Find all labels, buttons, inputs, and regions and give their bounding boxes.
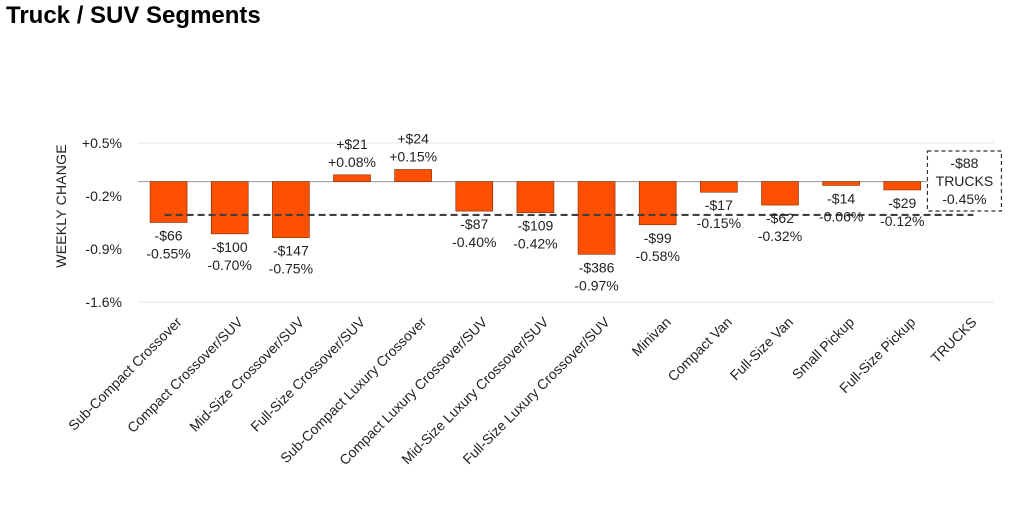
bar[interactable] [272,181,310,238]
data-label-percent: -0.12% [880,213,924,229]
page-title: Truck / SUV Segments [6,2,261,29]
data-label-dollar: -$100 [212,239,248,255]
data-label-dollar: -$29 [888,195,916,211]
data-label-percent: -0.40% [452,234,496,250]
bar[interactable] [149,181,188,223]
category-label: Mid-Size Crossover/SUV [186,313,307,434]
data-label-percent: -0.32% [758,228,802,244]
data-label-dollar: -$66 [155,228,183,244]
bar[interactable] [761,181,799,206]
category-label: TRUCKS [928,314,980,366]
bar[interactable] [822,181,860,186]
data-label-percent: -0.70% [208,257,252,273]
category-label: Compact Crossover/SUV [124,313,246,435]
category-label: Small Pickup [789,314,858,383]
data-label-percent: -0.58% [636,248,680,264]
bar[interactable] [516,181,555,213]
data-label-dollar: -$17 [705,197,733,213]
y-tick-label: +0.5% [82,135,122,151]
summary-name: TRUCKS [936,173,994,189]
data-label-dollar: -$62 [766,210,794,226]
bar[interactable] [210,181,249,235]
data-label-dollar: -$109 [518,218,554,234]
data-label-percent: +0.08% [328,154,376,170]
data-label-percent: -0.42% [513,236,557,252]
data-label-dollar: +$21 [336,136,368,152]
bar[interactable] [333,174,371,182]
summary-percent: -0.45% [942,191,986,207]
y-tick-label: -1.6% [85,294,122,310]
bar[interactable] [394,169,432,182]
data-label-dollar: +$24 [397,131,429,147]
category-label: Minivan [628,314,673,359]
data-label-dollar: -$386 [579,259,615,275]
summary-box [926,150,1003,212]
data-label-dollar: -$87 [460,216,488,232]
summary-dollar: -$88 [950,155,978,171]
data-label-percent: -0.75% [269,261,313,277]
data-label-percent: -0.55% [146,246,190,262]
category-label: Full-Size Van [727,314,796,383]
bar[interactable] [883,181,922,191]
bar[interactable] [455,181,494,212]
y-tick-label: -0.9% [85,241,122,257]
y-tick-label: -0.2% [85,188,122,204]
y-axis-label: WEEKLY CHANGE [53,144,69,267]
data-label-dollar: -$147 [273,243,309,259]
category-label: Full-Size Crossover/SUV [247,313,368,434]
data-label-percent: -0.97% [574,277,618,293]
data-label-dollar: -$99 [644,230,672,246]
bar[interactable] [577,181,616,255]
category-label: Compact Van [664,314,735,385]
data-label-dollar: -$14 [827,190,855,206]
bar[interactable] [700,181,738,193]
data-label-percent: -0.06% [819,208,863,224]
category-label: Sub-Compact Crossover [65,314,185,434]
data-label-percent: +0.15% [389,149,437,165]
bar[interactable] [638,181,677,226]
data-label-percent: -0.15% [697,215,741,231]
